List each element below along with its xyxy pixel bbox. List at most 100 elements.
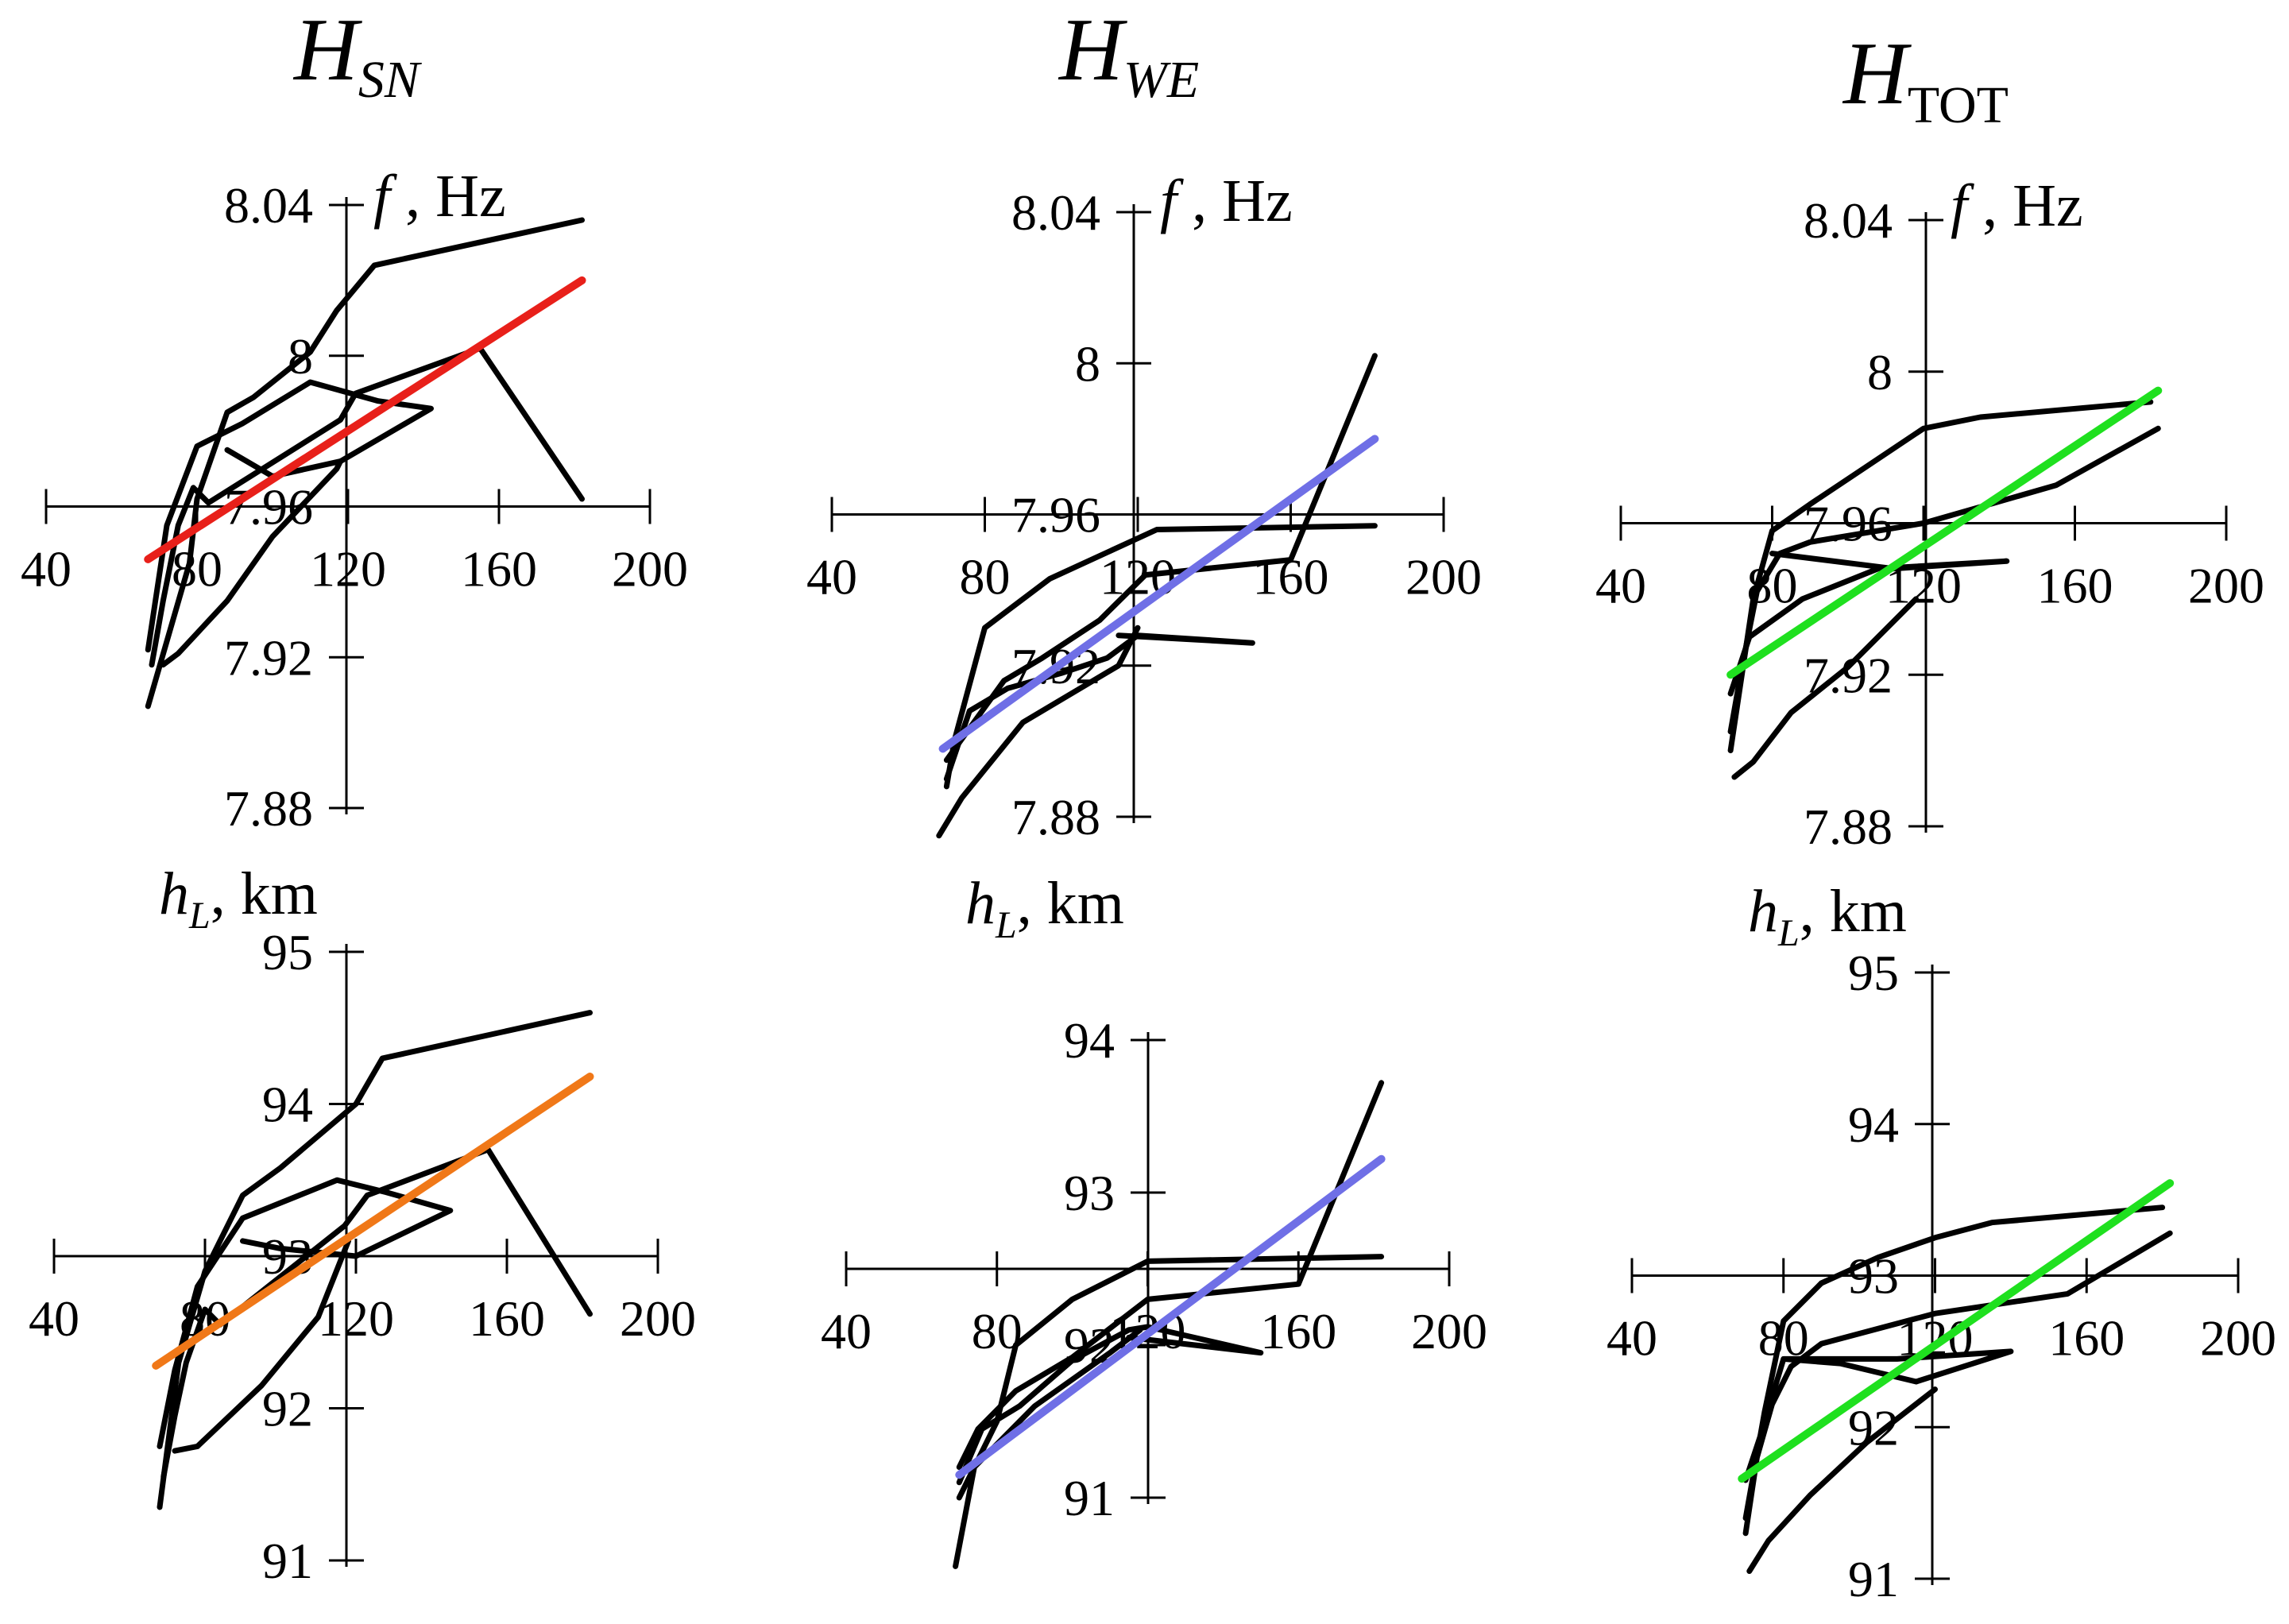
- series-line-sn-h-2: [157, 1177, 454, 1449]
- y-axis-label-unit: , Hz: [1967, 172, 2083, 239]
- column-title-we-sub: WE: [1123, 51, 1199, 109]
- series-line-we-f-3: [943, 632, 1255, 782]
- column-title-sn-sub: SN: [358, 51, 423, 109]
- series-line-we-h-1: [956, 1254, 1385, 1501]
- x-tick-label: 160: [1260, 1303, 1336, 1359]
- y-axis-label: f , Hz: [1951, 172, 2083, 239]
- column-title-tot: HTOT: [1842, 25, 2009, 134]
- x-tick-label: 40: [29, 1290, 79, 1347]
- x-tick-label: 160: [469, 1290, 545, 1347]
- x-tick-label: 80: [960, 549, 1011, 605]
- svg-text:HSN: HSN: [292, 1, 423, 109]
- y-tick-label: 7.88: [1804, 798, 1893, 855]
- column-title-we: HWE: [1058, 1, 1199, 109]
- x-tick-label: 160: [461, 541, 537, 597]
- x-tick-label: 40: [806, 549, 857, 605]
- y-tick-label: 91: [262, 1533, 313, 1589]
- x-tick-label: 40: [1595, 558, 1646, 614]
- series-line-we-f-4: [936, 624, 1141, 839]
- x-tick-label: 40: [21, 541, 72, 597]
- series-line-sn-h-4: [172, 1238, 351, 1454]
- svg-text:HWE: HWE: [1058, 1, 1199, 109]
- y-axis-label: hL, km: [159, 860, 318, 937]
- y-tick-label: 92: [1848, 1399, 1899, 1456]
- trend-line: [1738, 1179, 2175, 1483]
- y-axis-label-symbol: h: [159, 860, 189, 927]
- series-line-tot-h-4: [1746, 1386, 1938, 1574]
- y-tick-label: 91: [1064, 1470, 1115, 1526]
- x-tick-label: 200: [620, 1290, 696, 1347]
- y-axis-label-subscript: L: [188, 895, 211, 937]
- y-tick-label: 7.88: [1011, 789, 1100, 845]
- y-tick-label: 7.92: [224, 629, 313, 686]
- y-axis-label: hL, km: [1748, 878, 1907, 954]
- series-line-sn-f-4: [160, 458, 343, 668]
- y-axis-label: f , Hz: [1160, 168, 1293, 234]
- series-line-tot-h-3: [1742, 1348, 2014, 1483]
- x-tick-label: 40: [1607, 1310, 1657, 1367]
- column-title-sn: HSN: [292, 1, 423, 109]
- y-tick-label: 8.04: [224, 177, 313, 234]
- column-title-tot-main: H: [1842, 25, 1912, 123]
- x-tick-label: 120: [310, 541, 386, 597]
- series-line-we-h-3: [956, 1324, 1264, 1486]
- series-line-tot-h-2: [1742, 1230, 2173, 1537]
- x-tick-label: 160: [2048, 1310, 2125, 1367]
- y-axis-label-symbol: h: [1748, 878, 1778, 945]
- x-tick-label: 120: [1100, 549, 1176, 605]
- y-tick-label: 93: [1064, 1165, 1115, 1221]
- column-title-we-main: H: [1058, 1, 1127, 99]
- series-line-we-h-2: [956, 1080, 1385, 1471]
- trend-line: [955, 1154, 1386, 1479]
- y-axis-label-subscript: L: [995, 904, 1017, 946]
- series-line-tot-h-1: [1742, 1204, 2166, 1522]
- y-axis-label-unit: , Hz: [390, 163, 506, 230]
- y-tick-label: 95: [262, 924, 313, 980]
- y-axis-label-unit: , Hz: [1177, 168, 1293, 234]
- y-tick-label: 95: [1848, 945, 1899, 1001]
- y-tick-label: 8.04: [1011, 184, 1100, 241]
- x-tick-label: 160: [2037, 558, 2113, 614]
- y-axis-label-symbol: h: [965, 870, 996, 937]
- y-tick-label: 7.88: [224, 780, 313, 837]
- y-tick-label: 92: [262, 1381, 313, 1437]
- y-axis-label: f , Hz: [373, 163, 506, 230]
- y-axis-label-unit: , km: [1017, 870, 1124, 937]
- y-tick-label: 94: [262, 1077, 313, 1133]
- y-tick-label: 94: [1064, 1012, 1115, 1069]
- svg-text:HTOT: HTOT: [1842, 25, 2009, 134]
- x-tick-label: 200: [612, 541, 688, 597]
- series-line-tot-f-4: [1731, 596, 1919, 780]
- y-tick-label: 94: [1848, 1096, 1899, 1153]
- trend-line: [144, 276, 586, 563]
- x-tick-label: 40: [821, 1303, 872, 1359]
- x-tick-label: 120: [318, 1290, 394, 1347]
- y-axis-label-unit: , km: [211, 860, 318, 927]
- y-axis-label: hL, km: [965, 870, 1124, 946]
- trend-line: [152, 1073, 594, 1370]
- y-tick-label: 91: [1848, 1551, 1899, 1607]
- x-tick-label: 200: [2188, 558, 2264, 614]
- column-title-sn-main: H: [292, 1, 362, 99]
- y-tick-label: 8: [1075, 335, 1100, 392]
- trend-line: [938, 435, 1379, 753]
- series-line-sn-h-1: [157, 1010, 593, 1510]
- y-tick-label: 8.04: [1804, 192, 1893, 249]
- y-tick-label: 7.96: [1011, 487, 1100, 543]
- x-tick-label: 200: [1411, 1303, 1487, 1359]
- x-tick-label: 200: [1405, 549, 1482, 605]
- x-tick-label: 200: [2200, 1310, 2276, 1367]
- column-title-tot-sub: TOT: [1908, 76, 2009, 134]
- y-axis-label-subscript: L: [1777, 912, 1800, 954]
- series-line-sn-f-3: [149, 345, 585, 668]
- y-axis-label-unit: , km: [1800, 878, 1907, 945]
- series-line-sn-f-2: [145, 379, 434, 653]
- series-line-we-h-4: [953, 1327, 1143, 1569]
